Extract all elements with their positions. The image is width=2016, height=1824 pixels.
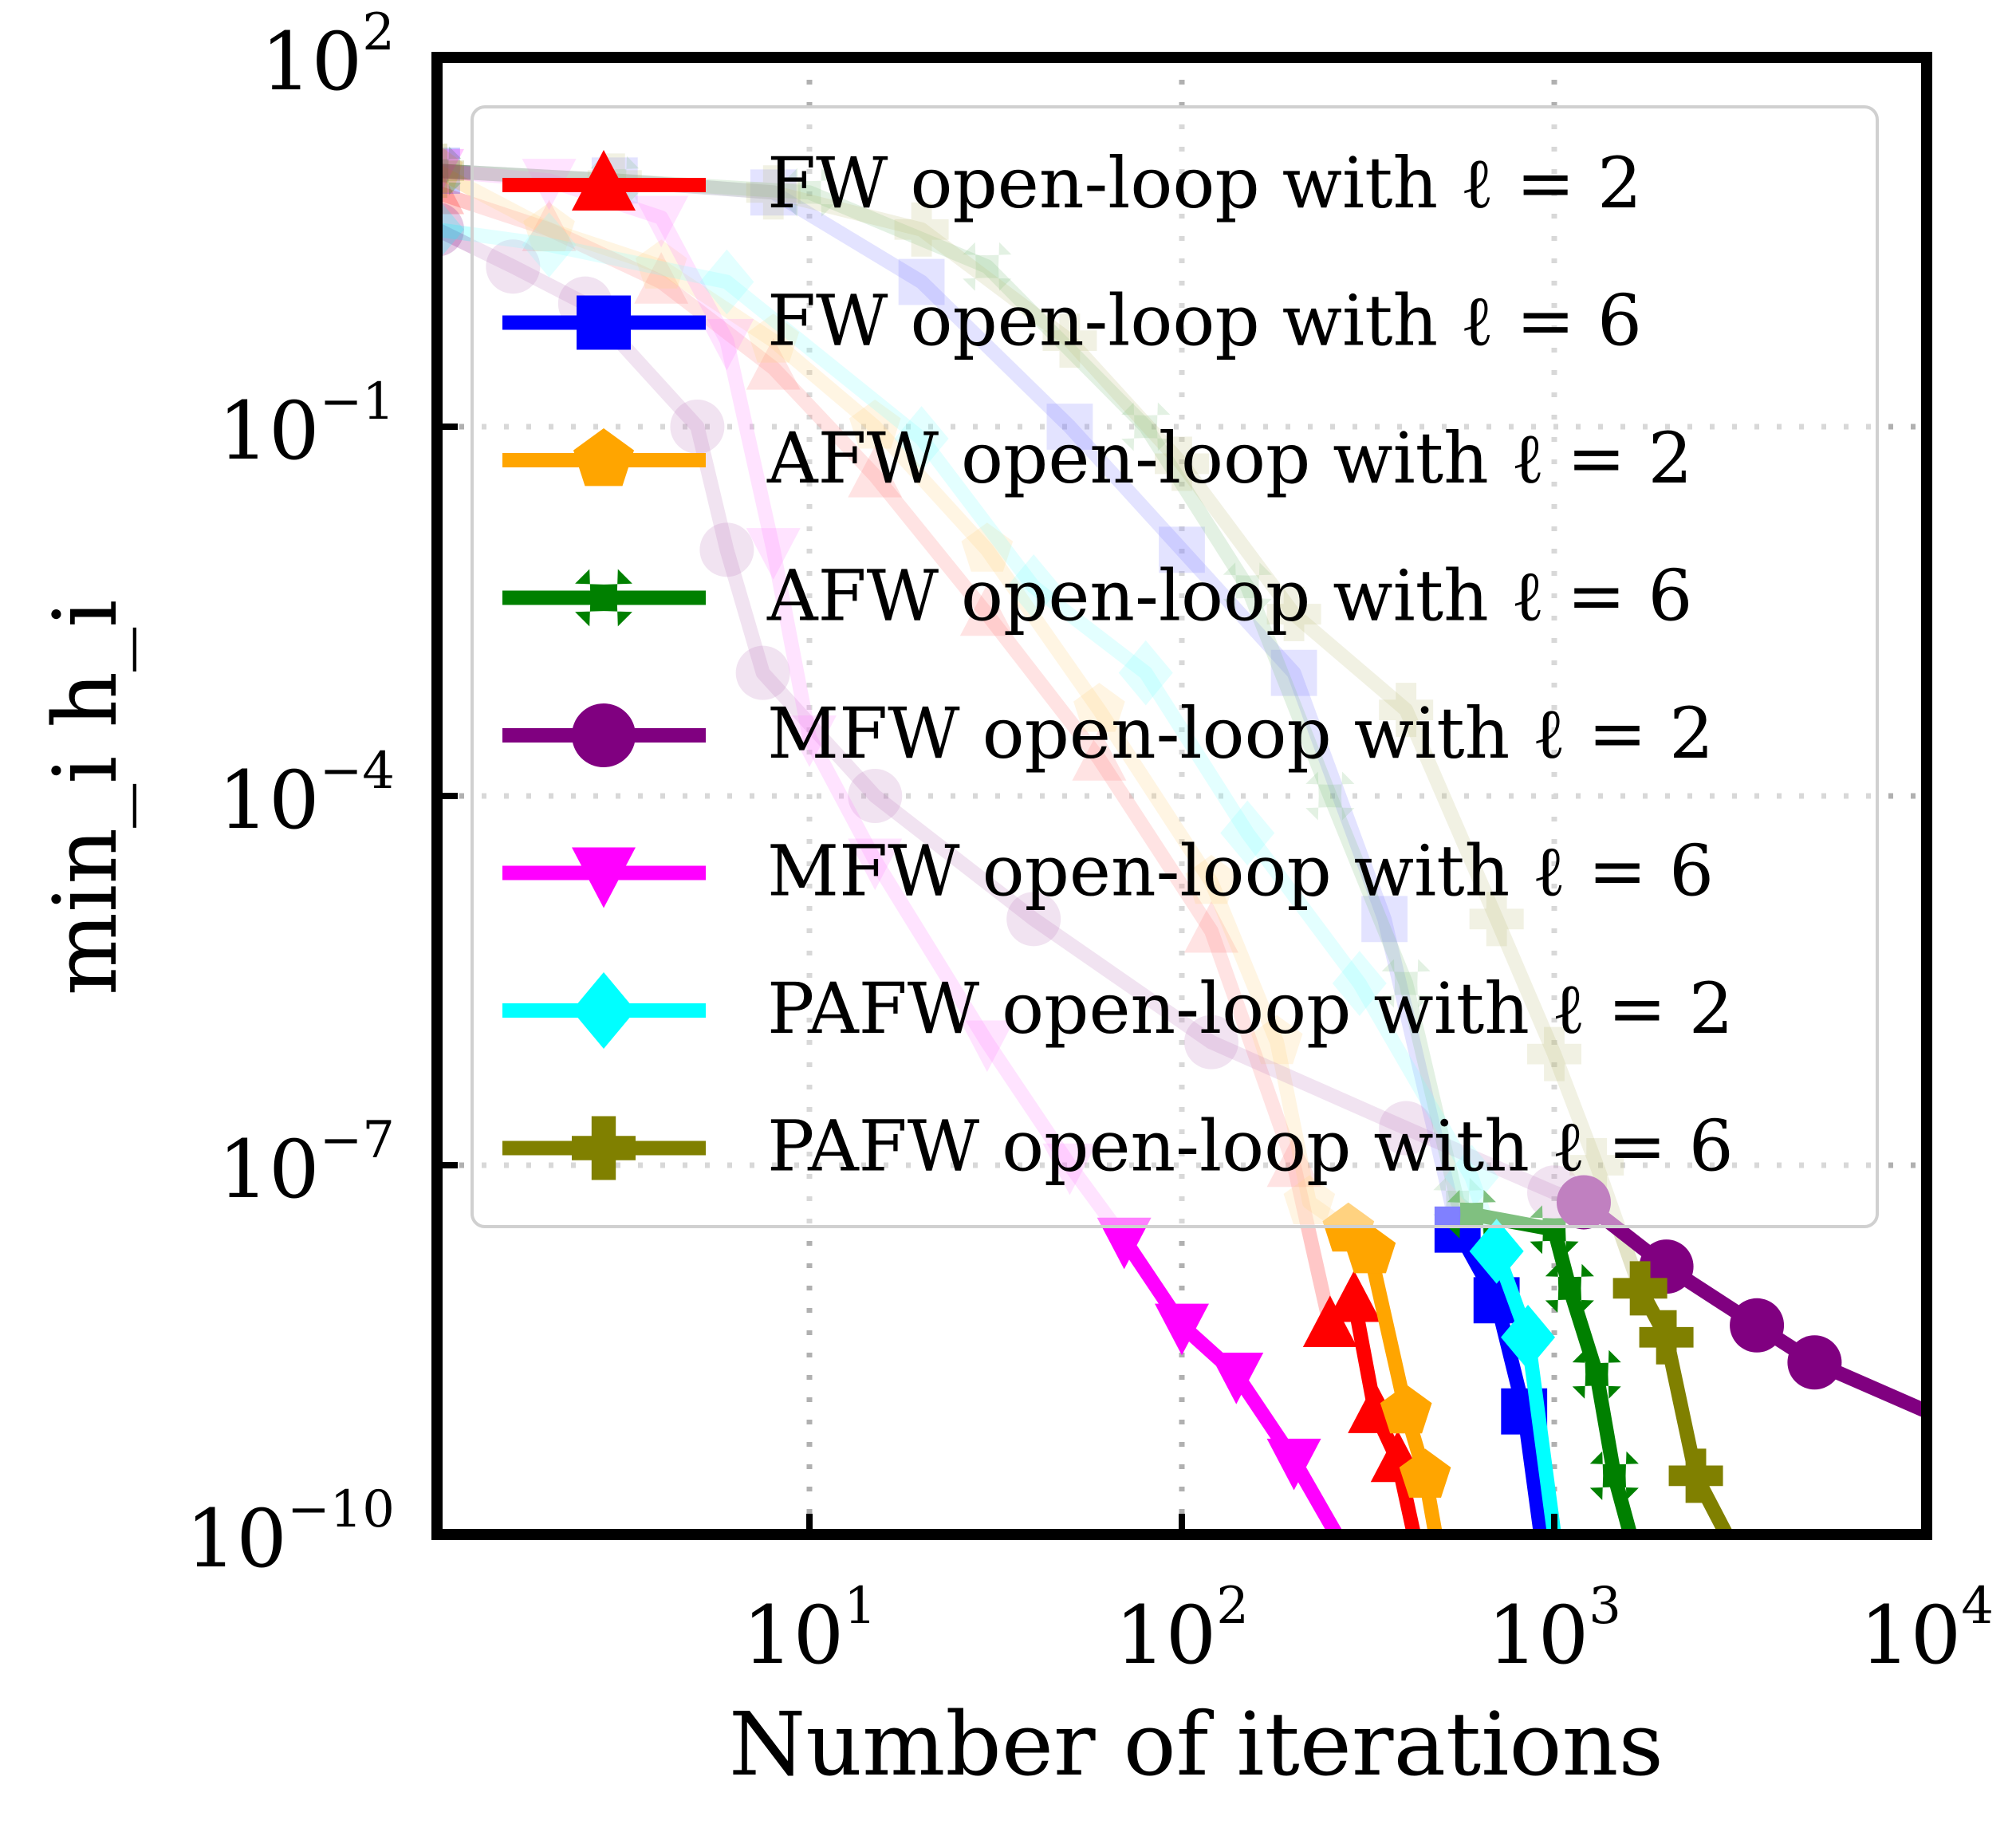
legend-item-0: FW open-loop with ℓ = 2 [502, 142, 1642, 224]
data-point [1572, 1349, 1621, 1399]
data-point-faded [437, 196, 464, 262]
data-point-faded [437, 144, 464, 199]
y-axis-label: min_i h_i [34, 600, 136, 996]
data-point-faded [437, 146, 462, 195]
tick-labels: 101 102 103 104 102 10−1 10−4 10−7 10−10 [186, 3, 1994, 1682]
data-point [1097, 1217, 1152, 1270]
data-point [1380, 1384, 1432, 1434]
legend: FW open-loop with ℓ = 2 FW open-loop with… [471, 105, 1879, 1228]
data-point-faded [437, 202, 464, 257]
data-point [1501, 1304, 1556, 1370]
data-point [1668, 1448, 1723, 1503]
legend-item-1: FW open-loop with ℓ = 6 [502, 280, 1642, 362]
data-point-faded [437, 162, 464, 215]
data-point [1155, 1303, 1209, 1356]
legend-label: FW open-loop with ℓ = 2 [767, 142, 1642, 224]
legend-marker [575, 569, 632, 627]
data-point [1469, 1219, 1524, 1284]
legend-marker [572, 1116, 636, 1180]
x-tick-label: 102 [1115, 1577, 1249, 1682]
data-point [1730, 1298, 1785, 1353]
legend-item-5: MFW open-loop with ℓ = 6 [502, 830, 1714, 912]
data-point [1326, 1270, 1381, 1322]
y-tick-label: 10−10 [186, 1480, 395, 1586]
legend-label: MFW open-loop with ℓ = 2 [767, 692, 1714, 774]
legend-marker [577, 295, 631, 350]
legend-frame [471, 105, 1879, 1228]
data-point [1639, 1310, 1694, 1365]
legend-label: PAFW open-loop with ℓ = 6 [767, 1105, 1734, 1188]
y-tick-label: 10−1 [218, 372, 395, 478]
legend-item-3: AFW open-loop with ℓ = 6 [502, 555, 1693, 637]
legend-label: AFW open-loop with ℓ = 2 [766, 417, 1693, 499]
data-point [1344, 1223, 1396, 1274]
legend-marker [572, 150, 636, 211]
series-0 [1302, 1270, 1425, 1534]
x-axis-label: Number of iterations [729, 1693, 1664, 1795]
series-6 [1469, 1219, 1561, 1534]
data-point [1399, 1448, 1451, 1498]
y-tick-label: 10−7 [218, 1111, 395, 1216]
legend-item-2: AFW open-loop with ℓ = 2 [502, 417, 1693, 499]
data-point [1266, 1438, 1321, 1491]
legend-marker [573, 428, 634, 487]
data-point [1589, 1451, 1639, 1500]
data-point-faded [437, 144, 463, 193]
legend-marker [572, 847, 636, 908]
legend-label: AFW open-loop with ℓ = 6 [766, 555, 1693, 637]
x-tick-label: 104 [1860, 1577, 1994, 1682]
series-7 [1612, 1261, 1733, 1534]
legend-label: MFW open-loop with ℓ = 6 [767, 830, 1714, 912]
x-tick-label: 103 [1487, 1577, 1621, 1682]
legend-item-7: PAFW open-loop with ℓ = 6 [502, 1105, 1734, 1188]
legend-label: PAFW open-loop with ℓ = 2 [767, 967, 1734, 1050]
legend-label: FW open-loop with ℓ = 6 [767, 280, 1642, 362]
series-line [1633, 1285, 1733, 1534]
y-tick-label: 10−4 [218, 742, 395, 847]
ticks [437, 54, 1930, 1538]
series-5 [1097, 1217, 1343, 1534]
series-line [1451, 1226, 1549, 1534]
data-point-faded [437, 148, 460, 195]
legend-marker [572, 972, 636, 1049]
data-point [1787, 1335, 1842, 1390]
data-point [1209, 1353, 1264, 1404]
legend-item-6: PAFW open-loop with ℓ = 2 [502, 967, 1734, 1050]
data-point [1612, 1261, 1668, 1316]
legend-item-4: MFW open-loop with ℓ = 2 [502, 692, 1714, 774]
x-tick-label: 101 [742, 1577, 876, 1682]
data-point-faded [437, 148, 464, 201]
y-tick-label: 102 [261, 3, 395, 108]
data-point [1545, 1263, 1594, 1313]
legend-marker [572, 703, 636, 767]
